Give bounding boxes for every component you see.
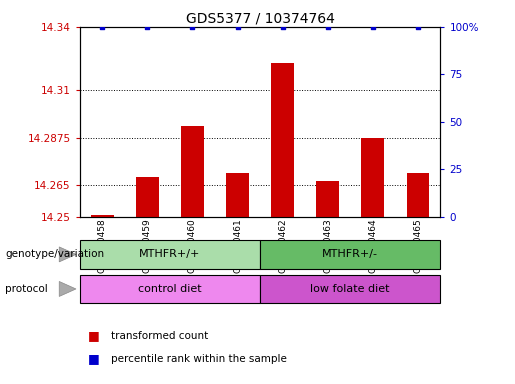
Text: MTHFR+/+: MTHFR+/+: [139, 249, 201, 260]
Text: ■: ■: [88, 329, 99, 343]
Point: [188, 24, 197, 30]
Bar: [406, 172, 429, 217]
Bar: [181, 126, 204, 217]
Text: transformed count: transformed count: [111, 331, 208, 341]
Point: [233, 24, 242, 30]
Bar: [80, 240, 260, 269]
Bar: [226, 172, 249, 217]
Point: [279, 24, 287, 30]
Point: [369, 24, 377, 30]
Text: protocol: protocol: [5, 284, 48, 294]
Bar: [271, 63, 294, 217]
Point: [414, 24, 422, 30]
Text: MTHFR+/-: MTHFR+/-: [322, 249, 378, 260]
Text: GDS5377 / 10374764: GDS5377 / 10374764: [185, 12, 335, 25]
Text: genotype/variation: genotype/variation: [5, 249, 104, 260]
Point: [323, 24, 332, 30]
Bar: [136, 177, 159, 217]
Text: percentile rank within the sample: percentile rank within the sample: [111, 354, 287, 364]
Bar: [316, 181, 339, 217]
Point: [143, 24, 151, 30]
Text: control diet: control diet: [138, 284, 202, 294]
Bar: [362, 138, 384, 217]
Bar: [260, 275, 440, 303]
Text: ■: ■: [88, 353, 99, 366]
Text: low folate diet: low folate diet: [311, 284, 390, 294]
Bar: [91, 215, 114, 217]
Point: [98, 24, 107, 30]
Polygon shape: [59, 281, 76, 296]
Bar: [80, 275, 260, 303]
Bar: [260, 240, 440, 269]
Polygon shape: [59, 247, 76, 262]
